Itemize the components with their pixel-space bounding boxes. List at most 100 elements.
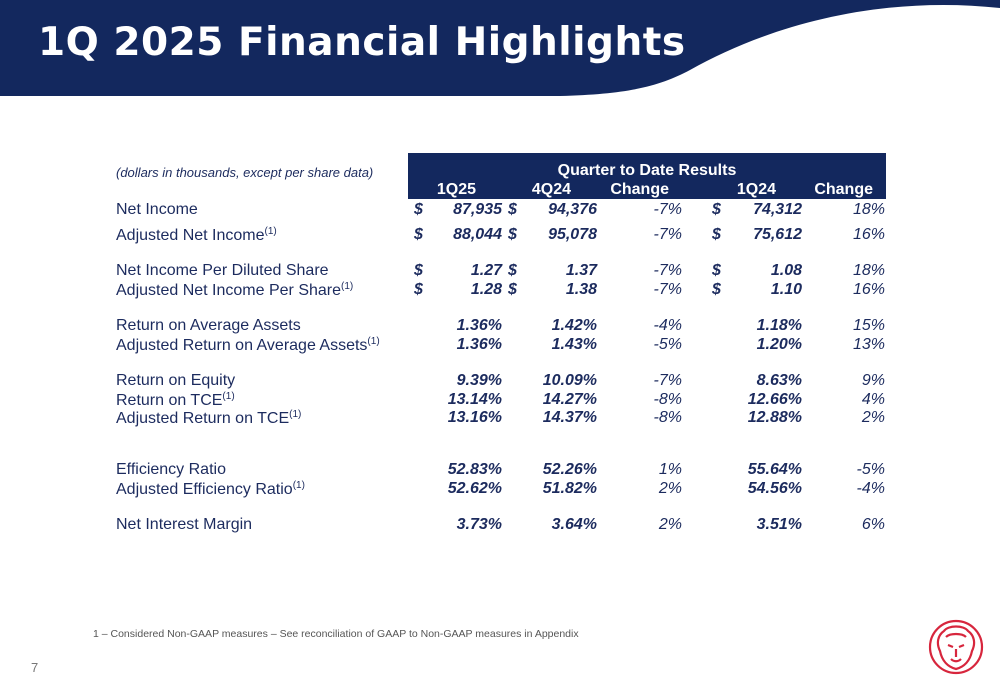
col-head-change-2: Change — [814, 181, 873, 198]
table-row: Net Interest Margin 3.73% 3.64% 2% 3.51% 6% — [0, 516, 1000, 536]
table-row: Return on Equity 9.39% 10.09% -7% 8.63% 9% — [0, 372, 1000, 392]
metric-value: 1.27 — [470, 262, 502, 279]
currency-symbol: $ — [508, 281, 517, 298]
metric-value: 9.39% — [456, 372, 502, 389]
metric-value: 1.10 — [770, 281, 802, 298]
row-label-text: Adjusted Return on Average Assets — [116, 337, 368, 354]
row-label: Adjusted Net Income Per Share(1) — [116, 281, 353, 300]
row-label-text: Net Interest Margin — [116, 516, 253, 533]
metric-value: 1.28 — [470, 281, 502, 298]
col-head-1q24: 1Q24 — [736, 181, 776, 198]
currency-symbol: $ — [712, 201, 721, 218]
row-label-text: Efficiency Ratio — [116, 461, 226, 478]
metric-value: 52.83% — [447, 461, 502, 478]
table-row: Adjusted Efficiency Ratio(1) 52.62% 51.82%… — [0, 480, 1000, 500]
metric-value: 75,612 — [753, 226, 802, 243]
metric-value: 10.09% — [542, 372, 597, 389]
metric-value: 1.36% — [456, 336, 502, 353]
footnote-marker: (1) — [222, 391, 235, 402]
row-label: Adjusted Net Income(1) — [116, 226, 277, 245]
change-value: -7% — [653, 201, 682, 218]
change-value: -7% — [653, 372, 682, 389]
change-value: 4% — [861, 391, 885, 408]
change-value: -8% — [653, 409, 682, 426]
metric-value: 1.18% — [756, 317, 802, 334]
metric-value: 1.36% — [456, 317, 502, 334]
quarter-to-date-header: Quarter to Date Results — [557, 162, 737, 179]
metric-value: 1.42% — [551, 317, 597, 334]
currency-symbol: $ — [712, 281, 721, 298]
change-value: 2% — [658, 480, 682, 497]
change-value: 1% — [658, 461, 682, 478]
table-row: Adjusted Return on Average Assets(1) 1.36… — [0, 336, 1000, 356]
change-value: 2% — [658, 516, 682, 533]
change-value: 9% — [861, 372, 885, 389]
metric-value: 8.63% — [756, 372, 802, 389]
change-value: 16% — [852, 281, 885, 298]
table-row: Adjusted Net Income Per Share(1) $1.28 $1.… — [0, 281, 1000, 301]
footnote-marker: (1) — [292, 480, 305, 491]
currency-symbol: $ — [508, 262, 517, 279]
table-row: Return on TCE(1) 13.14% 14.27% -8% 12.66% 4% — [0, 391, 1000, 411]
currency-symbol: $ — [414, 226, 423, 243]
metric-value: 54.56% — [747, 480, 802, 497]
metric-value: 12.66% — [747, 391, 802, 408]
metric-value: 3.51% — [756, 516, 802, 533]
metric-value: 1.20% — [756, 336, 802, 353]
metric-value: 88,044 — [453, 226, 502, 243]
row-label: Net Interest Margin — [116, 516, 252, 534]
metric-value: 13.16% — [447, 409, 502, 426]
row-label-text: Net Income Per Diluted Share — [116, 262, 329, 279]
page-title: 1Q 2025 Financial Highlights — [38, 20, 686, 65]
col-head-4q24: 4Q24 — [531, 181, 571, 198]
metric-value: 55.64% — [747, 461, 802, 478]
units-note: (dollars in thousands, except per share … — [116, 165, 374, 180]
change-value: -5% — [653, 336, 682, 353]
change-value: -7% — [653, 262, 682, 279]
table-row: Adjusted Return on TCE(1) 13.16% 14.37% -8%… — [0, 409, 1000, 429]
metric-value: 94,376 — [548, 201, 597, 218]
metric-value: 14.27% — [542, 391, 597, 408]
change-value: 15% — [852, 317, 885, 334]
change-value: 2% — [861, 409, 885, 426]
change-value: 6% — [861, 516, 885, 533]
change-value: -4% — [653, 317, 682, 334]
table-header-box — [408, 153, 886, 199]
currency-symbol: $ — [712, 226, 721, 243]
metric-value: 1.08 — [770, 262, 802, 279]
footnote-marker: (1) — [264, 226, 277, 237]
table-row: Adjusted Net Income(1) $88,044 $95,078 -7% $… — [0, 226, 1000, 246]
metric-value: 14.37% — [542, 409, 597, 426]
table-row: Return on Average Assets 1.36% 1.42% -4% 1.1… — [0, 317, 1000, 337]
footnote: 1 – Considered Non-GAAP measures – See r… — [93, 628, 579, 640]
footnote-marker: (1) — [367, 336, 380, 347]
metric-value: 95,078 — [548, 226, 597, 243]
metric-value: 12.88% — [747, 409, 802, 426]
footnote-marker: (1) — [289, 409, 302, 420]
row-label: Return on Equity — [116, 372, 235, 390]
table-row: Efficiency Ratio 52.83% 52.26% 1% 55.64% -5% — [0, 461, 1000, 481]
row-label: Net Income — [116, 201, 198, 219]
row-label: Return on Average Assets — [116, 317, 301, 335]
row-label: Efficiency Ratio — [116, 461, 226, 479]
currency-symbol: $ — [508, 201, 517, 218]
change-value: -7% — [653, 281, 682, 298]
row-label-text: Adjusted Net Income Per Share — [116, 282, 342, 299]
row-label: Adjusted Efficiency Ratio(1) — [116, 480, 305, 499]
change-value: 18% — [852, 201, 885, 218]
table-row: Net Income Per Diluted Share $1.27 $1.37 -7… — [0, 262, 1000, 282]
row-label-text: Return on Average Assets — [116, 317, 301, 334]
row-label-text: Adjusted Net Income — [116, 227, 265, 244]
footnote-marker: (1) — [341, 281, 354, 292]
currency-symbol: $ — [414, 201, 423, 218]
col-head-1q25: 1Q25 — [436, 181, 476, 198]
metric-value: 1.37 — [565, 262, 597, 279]
change-value: -4% — [856, 480, 885, 497]
metric-value: 3.73% — [456, 516, 502, 533]
metric-value: 74,312 — [753, 201, 802, 218]
change-value: -5% — [856, 461, 885, 478]
currency-symbol: $ — [414, 281, 423, 298]
row-label-text: Adjusted Return on TCE — [116, 410, 290, 427]
metric-value: 13.14% — [447, 391, 502, 408]
change-value: -7% — [653, 226, 682, 243]
